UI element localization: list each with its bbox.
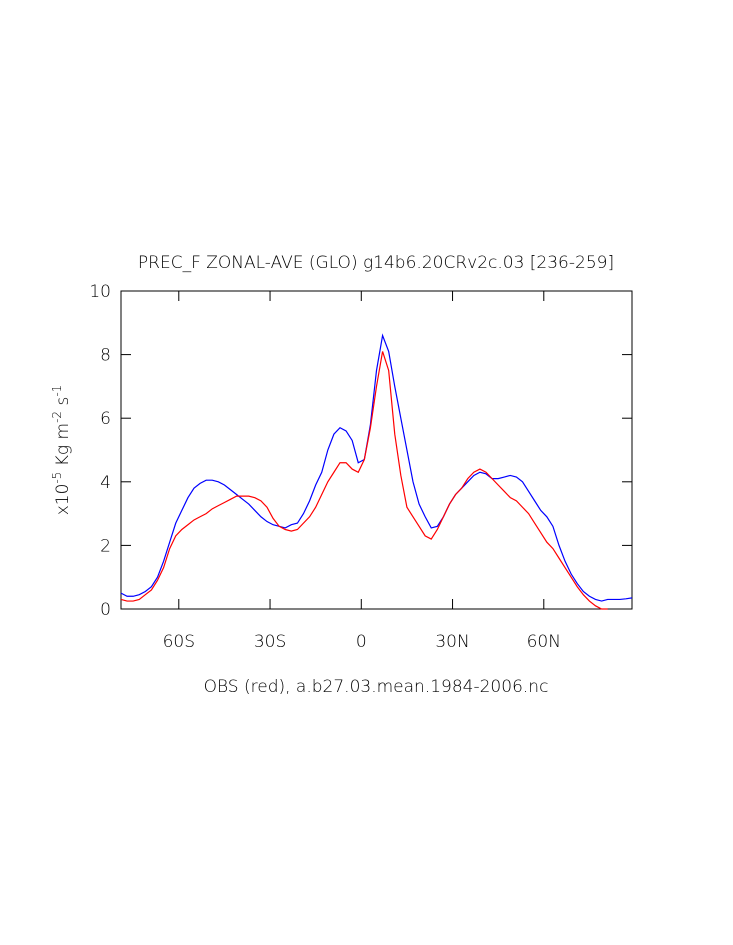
- x-tick-label: 0: [356, 632, 367, 652]
- data-line: [120, 351, 608, 610]
- chart-title: PREC_F ZONAL-AVE (GLO) g14b6.20CRv2c.03 …: [138, 253, 614, 273]
- y-axis-label-part: -5: [50, 472, 64, 484]
- x-tick-label: 30N: [435, 632, 469, 652]
- y-axis-label-part: -1: [50, 385, 64, 397]
- x-tick-label: 60N: [527, 632, 561, 652]
- y-axis-label-part: s: [53, 397, 73, 411]
- y-tick-label: 10: [89, 282, 111, 302]
- y-tick-label: 6: [100, 409, 111, 429]
- y-axis-label-part: Kg m: [53, 423, 73, 472]
- x-axis-label: OBS (red), a.b27.03.mean.1984-2006.nc: [204, 677, 549, 697]
- y-tick-label: 4: [100, 473, 111, 493]
- plot-frame: [120, 290, 633, 610]
- x-tick-label: 60S: [163, 632, 195, 652]
- y-axis-label-part: -2: [50, 411, 64, 423]
- y-tick-label: 2: [100, 536, 111, 556]
- y-axis-label-part: x10: [53, 484, 73, 516]
- y-tick-label: 8: [100, 346, 111, 366]
- y-axis-label: x10-5 Kg m-2 s-1: [50, 385, 73, 516]
- x-tick-label: 30S: [254, 632, 286, 652]
- data-line: [120, 333, 633, 602]
- y-tick-label: 0: [100, 600, 111, 620]
